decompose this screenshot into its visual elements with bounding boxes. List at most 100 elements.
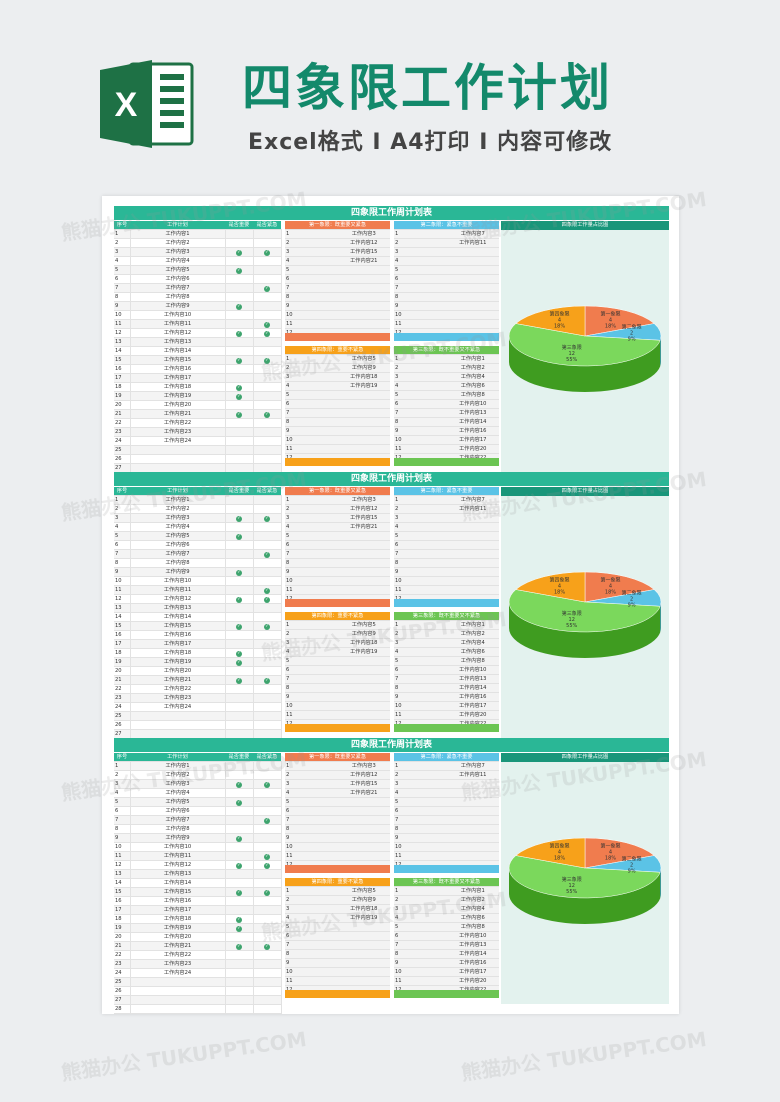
important-cell[interactable] xyxy=(225,238,254,248)
quadrant-row-task[interactable] xyxy=(337,683,390,693)
important-cell[interactable] xyxy=(225,851,254,861)
urgent-cell[interactable] xyxy=(253,603,282,613)
quadrant-row-task[interactable] xyxy=(337,701,390,711)
row-task[interactable]: 工作内容4 xyxy=(130,788,226,798)
quadrant-row-task[interactable] xyxy=(337,656,390,666)
row-task[interactable]: 工作内容9 xyxy=(130,833,226,843)
important-cell[interactable] xyxy=(225,968,254,978)
quadrant-row-task[interactable] xyxy=(337,444,390,454)
urgent-cell[interactable]: ✓ xyxy=(253,621,282,631)
urgent-cell[interactable] xyxy=(253,770,282,780)
urgent-cell[interactable]: ✓ xyxy=(253,409,282,419)
important-cell[interactable] xyxy=(225,400,254,410)
urgent-cell[interactable] xyxy=(253,693,282,703)
important-cell[interactable]: ✓ xyxy=(225,860,254,870)
quadrant-row-task[interactable] xyxy=(337,665,390,675)
important-cell[interactable] xyxy=(225,770,254,780)
quadrant-row-task[interactable] xyxy=(337,949,390,959)
urgent-cell[interactable] xyxy=(253,666,282,676)
urgent-cell[interactable] xyxy=(253,274,282,284)
row-task[interactable]: 工作内容17 xyxy=(130,373,226,383)
urgent-cell[interactable] xyxy=(253,806,282,816)
urgent-cell[interactable] xyxy=(253,373,282,383)
quadrant-row-task[interactable] xyxy=(337,585,390,595)
row-task[interactable]: 工作内容15 xyxy=(130,621,226,631)
urgent-cell[interactable] xyxy=(253,657,282,667)
quadrant-row-task[interactable]: 工作内容10 xyxy=(446,665,499,675)
quadrant-row-task[interactable]: 工作内容2 xyxy=(446,629,499,639)
important-cell[interactable] xyxy=(225,292,254,302)
urgent-cell[interactable] xyxy=(253,229,282,239)
quadrant-row-task[interactable] xyxy=(446,522,499,532)
row-task[interactable] xyxy=(130,986,226,996)
row-task[interactable]: 工作内容21 xyxy=(130,941,226,951)
quadrant-row-task[interactable]: 工作内容18 xyxy=(337,638,390,648)
quadrant-row-task[interactable]: 工作内容8 xyxy=(446,922,499,932)
urgent-cell[interactable]: ✓ xyxy=(253,815,282,825)
pie-slice-4[interactable] xyxy=(515,837,586,869)
row-task[interactable]: 工作内容8 xyxy=(130,824,226,834)
quadrant-row-task[interactable]: 工作内容11 xyxy=(446,770,499,780)
important-cell[interactable]: ✓ xyxy=(225,382,254,392)
important-cell[interactable] xyxy=(225,576,254,586)
important-cell[interactable] xyxy=(225,986,254,996)
quadrant-row-task[interactable]: 工作内容21 xyxy=(337,522,390,532)
quadrant-row-task[interactable] xyxy=(337,274,390,284)
quadrant-row-task[interactable]: 工作内容20 xyxy=(446,976,499,986)
quadrant-row-task[interactable]: 工作内容1 xyxy=(446,354,499,364)
quadrant-row-task[interactable] xyxy=(337,435,390,445)
quadrant-row-task[interactable] xyxy=(446,319,499,329)
important-cell[interactable]: ✓ xyxy=(225,265,254,275)
quadrant-row-task[interactable] xyxy=(446,824,499,834)
urgent-cell[interactable] xyxy=(253,495,282,505)
pie-slice-3[interactable] xyxy=(508,323,661,367)
quadrant-row-task[interactable] xyxy=(446,576,499,586)
important-cell[interactable] xyxy=(225,824,254,834)
quadrant-row-task[interactable]: 工作内容15 xyxy=(337,779,390,789)
urgent-cell[interactable]: ✓ xyxy=(253,319,282,329)
quadrant-row-task[interactable]: 工作内容3 xyxy=(337,761,390,771)
quadrant-row-task[interactable] xyxy=(446,842,499,852)
quadrant-row-task[interactable] xyxy=(337,976,390,986)
urgent-cell[interactable] xyxy=(253,905,282,915)
quadrant-row-task[interactable]: 工作内容1 xyxy=(446,620,499,630)
row-task[interactable]: 工作内容11 xyxy=(130,585,226,595)
important-cell[interactable]: ✓ xyxy=(225,887,254,897)
quadrant-row-task[interactable]: 工作内容19 xyxy=(337,381,390,391)
important-cell[interactable]: ✓ xyxy=(225,621,254,631)
important-cell[interactable] xyxy=(225,702,254,712)
quadrant-row-task[interactable] xyxy=(337,797,390,807)
pie-slice-3[interactable] xyxy=(508,589,661,633)
important-cell[interactable] xyxy=(225,283,254,293)
quadrant-row-task[interactable] xyxy=(337,967,390,977)
important-cell[interactable] xyxy=(225,364,254,374)
row-task[interactable]: 工作内容14 xyxy=(130,878,226,888)
urgent-cell[interactable] xyxy=(253,292,282,302)
important-cell[interactable] xyxy=(225,932,254,942)
important-cell[interactable] xyxy=(225,337,254,347)
urgent-cell[interactable]: ✓ xyxy=(253,549,282,559)
row-task[interactable]: 工作内容7 xyxy=(130,283,226,293)
quadrant-row-task[interactable]: 工作内容12 xyxy=(337,504,390,514)
important-cell[interactable] xyxy=(225,558,254,568)
quadrant-row-task[interactable]: 工作内容21 xyxy=(337,256,390,266)
row-task[interactable]: 工作内容2 xyxy=(130,504,226,514)
important-cell[interactable] xyxy=(225,761,254,771)
important-cell[interactable] xyxy=(225,549,254,559)
important-cell[interactable] xyxy=(225,373,254,383)
row-task[interactable]: 工作内容9 xyxy=(130,301,226,311)
quadrant-row-task[interactable]: 工作内容4 xyxy=(446,638,499,648)
quadrant-row-task[interactable] xyxy=(337,540,390,550)
row-task[interactable]: 工作内容2 xyxy=(130,238,226,248)
important-cell[interactable] xyxy=(225,684,254,694)
quadrant-row-task[interactable] xyxy=(337,531,390,541)
row-task[interactable]: 工作内容12 xyxy=(130,860,226,870)
urgent-cell[interactable] xyxy=(253,310,282,320)
important-cell[interactable]: ✓ xyxy=(225,247,254,257)
quadrant-row-task[interactable]: 工作内容8 xyxy=(446,390,499,400)
row-task[interactable]: 工作内容10 xyxy=(130,310,226,320)
row-task[interactable]: 工作内容11 xyxy=(130,319,226,329)
quadrant-row-task[interactable]: 工作内容6 xyxy=(446,647,499,657)
urgent-cell[interactable] xyxy=(253,914,282,924)
urgent-cell[interactable] xyxy=(253,567,282,577)
